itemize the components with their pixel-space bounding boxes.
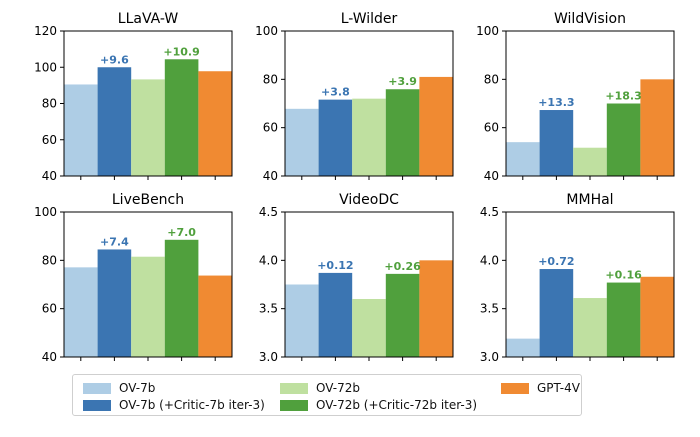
- panel-title-l-wilder: L-Wilder: [341, 11, 398, 27]
- y-tick-label: 40: [484, 169, 499, 183]
- y-tick-label: 4.0: [259, 253, 278, 267]
- legend-item-ov-7b: OV-7b: [83, 380, 155, 396]
- legend-item-gpt-4v: GPT-4V: [501, 380, 580, 396]
- y-tick-label: 100: [34, 60, 57, 74]
- bar-l-wilder-gpt-4v: [419, 76, 453, 176]
- bar-mmhal-ov-7b-critic-7b-iter-3-: [539, 269, 574, 357]
- y-tick-label: 60: [484, 121, 499, 135]
- legend-label: OV-72b: [316, 381, 360, 395]
- bar-videodc-gpt-4v: [419, 260, 453, 357]
- y-tick-label: 4.0: [480, 253, 499, 267]
- legend-item-ov-72b: OV-72b: [280, 380, 360, 396]
- y-tick-label: 60: [42, 302, 57, 316]
- bar-mmhal-ov-7b: [506, 338, 540, 357]
- legend-label: GPT-4V: [537, 381, 580, 395]
- y-tick-label: 120: [34, 24, 57, 38]
- y-tick-label: 3.0: [480, 350, 499, 364]
- improvement-label: +3.9: [388, 75, 417, 88]
- y-tick-label: 40: [42, 350, 57, 364]
- y-tick-label: 3.5: [259, 302, 278, 316]
- panel-title-videodc: VideoDC: [339, 192, 399, 208]
- bar-videodc-ov-7b-critic-7b-iter-3-: [318, 272, 353, 357]
- panel-title-livebench: LiveBench: [112, 192, 184, 208]
- legend: OV-7b OV-7b (+Critic-7b iter-3) OV-72b O…: [72, 374, 582, 416]
- axes-frame: [284, 30, 454, 177]
- legend-swatch: [83, 399, 111, 411]
- improvement-label: +13.3: [538, 96, 574, 109]
- y-tick-label: 40: [42, 169, 57, 183]
- bar-llava-w-ov-7b: [64, 84, 98, 176]
- legend-swatch: [501, 382, 529, 394]
- y-tick-label: 3.5: [480, 302, 499, 316]
- bar-mmhal-ov-72b-critic-72b-iter-3-: [606, 282, 641, 357]
- improvement-label: +0.16: [605, 269, 642, 282]
- bar-wildvision-ov-72b: [573, 147, 607, 176]
- improvement-label: +0.26: [384, 260, 421, 273]
- improvement-label: +9.6: [100, 53, 129, 66]
- bar-llava-w-gpt-4v: [198, 71, 232, 176]
- y-tick-label: 100: [34, 205, 57, 219]
- bar-wildvision-ov-7b: [506, 142, 540, 176]
- bar-l-wilder-ov-7b: [285, 108, 319, 176]
- axes-frame: [63, 30, 233, 177]
- y-tick-label: 60: [42, 133, 57, 147]
- legend-item-ov-72b-critic: OV-72b (+Critic-72b iter-3): [280, 397, 477, 413]
- legend-swatch: [280, 382, 308, 394]
- y-tick-label: 60: [263, 121, 278, 135]
- y-tick-label: 100: [476, 24, 499, 38]
- bar-livebench-ov-72b-critic-72b-iter-3-: [164, 239, 199, 357]
- bar-wildvision-ov-72b-critic-72b-iter-3-: [606, 103, 641, 176]
- y-tick-label: 80: [484, 72, 499, 86]
- y-tick-label: 100: [255, 24, 278, 38]
- axes-frame: [63, 211, 233, 358]
- legend-swatch: [280, 399, 308, 411]
- axes-frame: [505, 211, 675, 358]
- y-tick-label: 4.5: [259, 205, 278, 219]
- y-tick-label: 80: [263, 72, 278, 86]
- bar-llava-w-ov-7b-critic-7b-iter-3-: [97, 67, 132, 176]
- legend-label: OV-72b (+Critic-72b iter-3): [316, 398, 478, 412]
- improvement-label: +0.12: [317, 259, 353, 272]
- panel-title-llava-w: LLaVA-W: [118, 11, 179, 27]
- y-tick-label: 40: [263, 169, 278, 183]
- bar-livebench-ov-7b-critic-7b-iter-3-: [97, 249, 132, 357]
- improvement-label: +7.0: [167, 226, 196, 239]
- legend-label: OV-7b: [119, 381, 156, 395]
- improvement-label: +0.72: [538, 255, 574, 268]
- bar-mmhal-ov-72b: [573, 298, 607, 357]
- improvement-label: +3.8: [321, 86, 350, 99]
- legend-label: OV-7b (+Critic-7b iter-3): [119, 398, 265, 412]
- legend-swatch: [83, 382, 111, 394]
- legend-item-ov-7b-critic: OV-7b (+Critic-7b iter-3): [83, 397, 265, 413]
- bar-l-wilder-ov-7b-critic-7b-iter-3-: [318, 99, 353, 176]
- panel-title-mmhal: MMHal: [566, 192, 613, 208]
- bar-videodc-ov-7b: [285, 284, 319, 357]
- improvement-label: +7.4: [100, 235, 129, 248]
- axes-frame: [284, 211, 454, 358]
- axes-frame: [505, 30, 675, 177]
- bar-llava-w-ov-72b: [131, 79, 165, 176]
- bar-l-wilder-ov-72b-critic-72b-iter-3-: [385, 89, 420, 176]
- y-tick-label: 80: [42, 97, 57, 111]
- bar-mmhal-gpt-4v: [640, 276, 674, 357]
- bar-livebench-ov-72b: [131, 256, 165, 357]
- y-tick-label: 80: [42, 253, 57, 267]
- bar-llava-w-ov-72b-critic-72b-iter-3-: [164, 59, 199, 176]
- improvement-label: +18.3: [605, 90, 641, 103]
- bar-livebench-ov-7b: [64, 267, 98, 357]
- y-tick-label: 4.5: [480, 205, 499, 219]
- bar-wildvision-ov-7b-critic-7b-iter-3-: [539, 110, 574, 176]
- bar-videodc-ov-72b: [352, 299, 386, 357]
- improvement-label: +10.9: [163, 45, 199, 58]
- bar-livebench-gpt-4v: [198, 275, 232, 357]
- bar-l-wilder-ov-72b: [352, 98, 386, 176]
- bar-wildvision-gpt-4v: [640, 79, 674, 176]
- bar-videodc-ov-72b-critic-72b-iter-3-: [385, 273, 420, 357]
- y-tick-label: 3.0: [259, 350, 278, 364]
- panel-title-wildvision: WildVision: [554, 11, 626, 27]
